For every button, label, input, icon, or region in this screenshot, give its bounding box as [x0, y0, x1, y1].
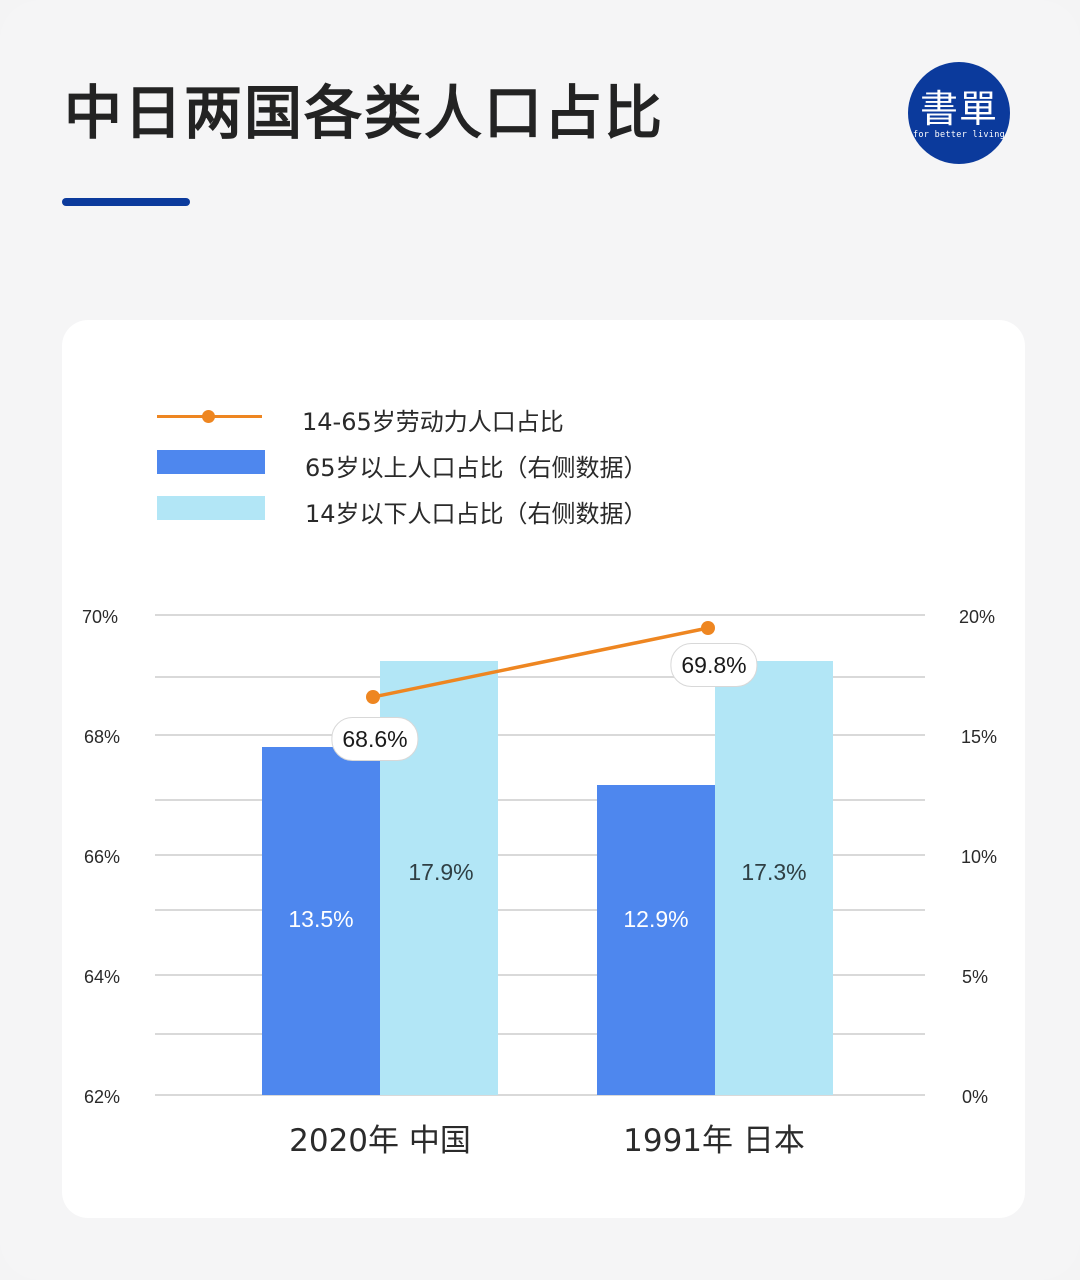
axis-tick-label: 5%: [962, 967, 989, 987]
category-label-japan: 1991年 日本: [623, 1123, 805, 1159]
axis-tick-label: 62%: [84, 1087, 121, 1107]
labor-value-bubble-china: 68.6%: [331, 717, 419, 761]
axis-tick-label: 15%: [961, 727, 998, 747]
logo-text: 書單: [919, 87, 998, 131]
axis-tick-label: 10%: [961, 847, 998, 867]
legend-label: 65岁以上人口占比（右侧数据）: [305, 454, 648, 482]
gridline: [155, 1033, 925, 1035]
labor-line-series: [366, 621, 715, 704]
bar-value-label: 13.5%: [288, 906, 354, 932]
bar-china-65-plus[interactable]: [262, 747, 380, 1095]
gridline: [155, 854, 925, 856]
gridline: [155, 734, 925, 736]
labor-value-bubble-japan: 69.8%: [670, 643, 758, 687]
axis-tick-label: 68%: [84, 727, 121, 747]
gridline: [155, 909, 925, 911]
gridline: [155, 614, 925, 616]
gridline: [155, 799, 925, 801]
axis-tick-label: 70%: [82, 607, 119, 627]
axis-tick-label: 0%: [962, 1087, 989, 1107]
data-point-marker-china: [366, 690, 380, 704]
bar-value-label: 17.9%: [408, 859, 474, 885]
chart-card: 14-65岁劳动力人口占比 65岁以上人口占比（右侧数据） 14岁以下人口占比（…: [62, 320, 1025, 1218]
axis-tick-label: 20%: [959, 607, 996, 627]
legend-label: 14岁以下人口占比（右侧数据）: [305, 500, 648, 528]
bar-swatch-icon: [157, 496, 265, 520]
gridline: [155, 676, 925, 678]
page-title: 中日两国各类人口占比: [64, 79, 665, 147]
brand-logo: 書單 for better living: [908, 62, 1010, 164]
gridline: [155, 1094, 925, 1096]
bar-japan-65-plus[interactable]: [597, 785, 715, 1095]
logo-tagline: for better living: [912, 130, 1006, 140]
data-point-marker-japan: [701, 621, 715, 635]
bar-value-label: 12.9%: [623, 906, 689, 932]
bar-swatch-icon: [157, 450, 265, 474]
dot-marker-icon: [202, 410, 215, 423]
legend-label: 14-65岁劳动力人口占比: [302, 408, 564, 436]
axis-tick-label: 64%: [84, 967, 121, 987]
gridline: [155, 974, 925, 976]
title-underline: [62, 198, 190, 206]
category-label-china: 2020年 中国: [289, 1123, 471, 1159]
axis-tick-label: 66%: [84, 847, 121, 867]
bar-japan-under-14[interactable]: [715, 661, 833, 1095]
bar-value-label: 17.3%: [741, 859, 807, 885]
